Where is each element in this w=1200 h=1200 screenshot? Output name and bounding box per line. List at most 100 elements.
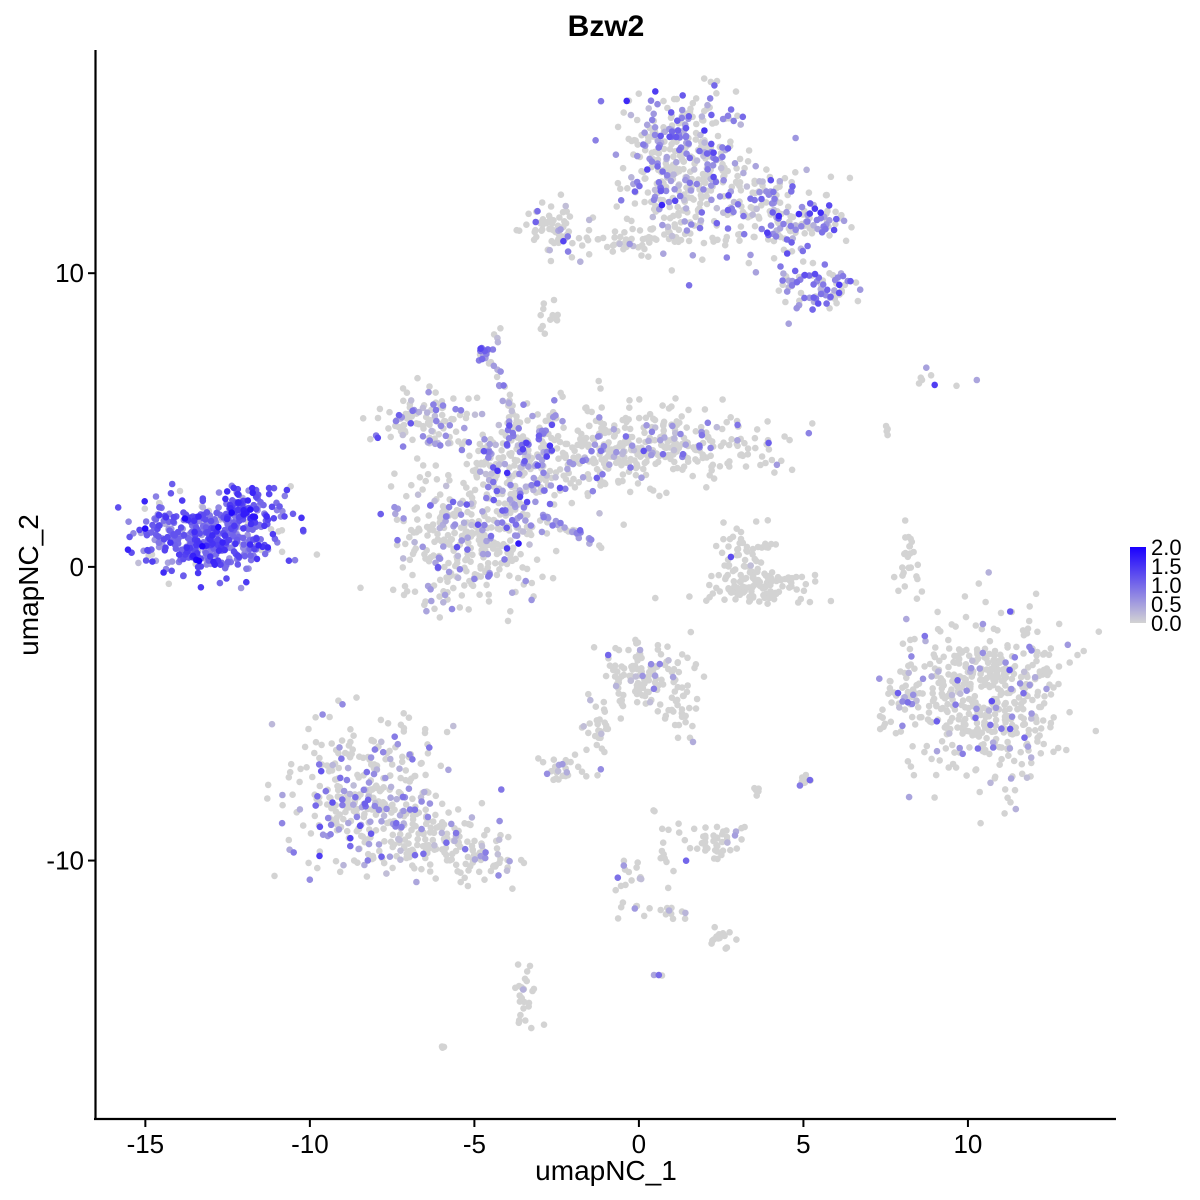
cell-point <box>910 771 918 779</box>
cell-point <box>455 438 462 445</box>
cell-point <box>650 110 657 118</box>
cell-point <box>483 581 490 589</box>
cell-point <box>925 702 933 710</box>
cell-point <box>684 654 691 662</box>
cell-point <box>1013 729 1020 737</box>
cell-point <box>411 538 418 546</box>
cell-point <box>627 111 635 119</box>
cell-point <box>724 206 732 214</box>
cell-point <box>344 764 352 772</box>
cell-point <box>539 758 547 766</box>
chart-title: Bzw2 <box>568 10 645 43</box>
cell-point <box>585 251 593 258</box>
cell-point <box>716 193 724 200</box>
cell-point <box>646 410 654 418</box>
cell-point <box>168 480 176 488</box>
cell-point <box>811 205 819 212</box>
cell-point <box>725 585 732 592</box>
cell-point <box>556 438 564 446</box>
cell-point <box>936 657 943 665</box>
cell-point <box>507 452 515 460</box>
cell-point <box>175 551 183 558</box>
cell-point <box>711 923 718 931</box>
cell-point <box>778 457 785 465</box>
cell-point <box>736 237 743 244</box>
cell-point <box>528 481 535 489</box>
cell-point <box>811 571 819 579</box>
cell-point <box>315 761 323 768</box>
cell-point <box>585 729 592 737</box>
cell-point <box>691 664 698 672</box>
cell-point <box>1021 734 1028 741</box>
cell-point <box>339 801 346 809</box>
cell-point <box>643 422 650 429</box>
cell-point <box>525 999 533 1007</box>
cell-point <box>424 750 432 757</box>
cell-point <box>501 500 509 508</box>
cell-point <box>657 906 664 914</box>
cell-point <box>1010 757 1018 765</box>
cell-point <box>481 436 488 443</box>
cell-point <box>916 714 924 721</box>
cell-point <box>669 422 676 430</box>
cell-point <box>669 915 677 923</box>
cell-point <box>391 733 399 740</box>
cell-point <box>528 579 536 587</box>
cell-point <box>731 582 738 590</box>
cell-point <box>628 235 635 243</box>
cell-point <box>319 831 327 838</box>
cell-point <box>566 459 573 466</box>
cell-point <box>808 230 816 237</box>
cell-point <box>909 743 916 750</box>
cell-point <box>668 267 676 274</box>
cell-point <box>546 246 553 254</box>
cell-point <box>961 593 969 600</box>
cell-point <box>675 238 682 246</box>
cell-point <box>945 764 952 771</box>
cell-point <box>346 790 354 798</box>
cell-point <box>421 725 429 733</box>
cell-point <box>1023 774 1031 781</box>
cell-point <box>457 524 465 531</box>
cell-point <box>454 574 462 582</box>
cell-point <box>457 500 464 508</box>
cell-point <box>755 213 762 220</box>
cell-point <box>475 536 483 544</box>
cell-point <box>515 540 522 547</box>
x-axis-title: umapNC_1 <box>535 1155 677 1186</box>
cell-point <box>671 186 678 193</box>
cell-point <box>610 241 618 248</box>
cell-point <box>670 95 678 103</box>
cell-point <box>426 437 434 444</box>
cell-point <box>540 513 547 521</box>
cell-point <box>672 429 679 437</box>
cell-point <box>686 704 693 712</box>
cell-point <box>560 472 567 480</box>
cell-point <box>155 539 163 546</box>
cell-point <box>418 865 425 873</box>
cell-point <box>183 544 191 551</box>
cell-point <box>316 852 323 860</box>
cell-point <box>454 552 462 560</box>
cell-point <box>489 346 497 353</box>
cell-point <box>749 211 756 218</box>
cell-point <box>534 411 541 418</box>
cell-point <box>517 856 525 864</box>
cell-point <box>228 509 235 516</box>
cell-point <box>626 397 633 404</box>
cell-point <box>1092 727 1100 735</box>
cell-point <box>530 985 538 993</box>
cell-point <box>568 253 576 261</box>
cell-point <box>697 200 704 207</box>
cell-point <box>734 172 741 180</box>
cell-point <box>432 462 440 469</box>
cell-point <box>336 744 343 751</box>
cell-point <box>424 470 432 478</box>
cell-point <box>706 472 713 479</box>
cell-point <box>561 218 568 225</box>
cell-point <box>714 236 721 244</box>
cell-point <box>983 734 990 742</box>
cell-point <box>414 516 421 523</box>
cell-point <box>905 669 912 677</box>
cell-point <box>953 382 960 390</box>
